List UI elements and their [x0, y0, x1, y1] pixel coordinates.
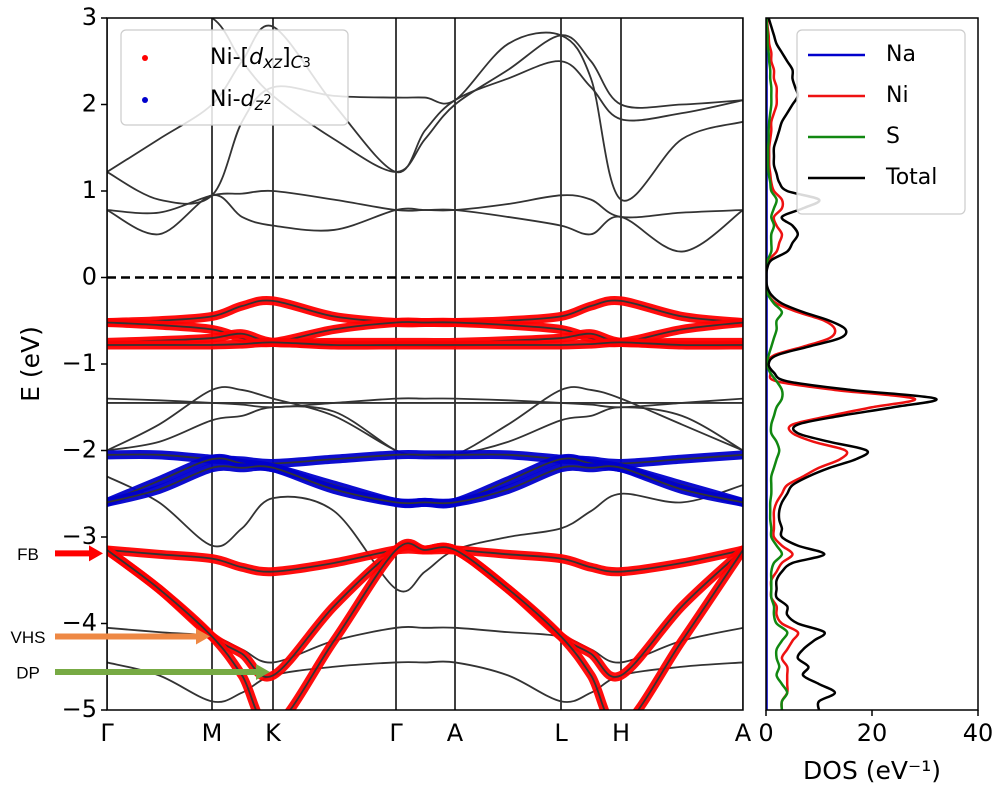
legend-label-part: Ni-[ [210, 45, 249, 70]
legend-label: Ni [886, 83, 909, 108]
band [107, 341, 743, 347]
y-tick-label: −3 [62, 522, 97, 550]
y-tick-label: 0 [82, 263, 97, 291]
annotation-arrowhead [89, 545, 103, 562]
x-tick-label: M [202, 719, 223, 747]
dos-line [766, 18, 938, 710]
annotation-label: VHS [11, 628, 46, 647]
y-tick-label: −1 [62, 349, 97, 377]
y-tick-label: −2 [62, 436, 97, 464]
legend-label-part: d [249, 45, 264, 70]
y-tick-label: −4 [62, 609, 97, 637]
band [107, 465, 743, 505]
band [107, 189, 743, 219]
x-tick-label: A [447, 719, 464, 747]
plot-area [107, 18, 743, 710]
legend-label: Total [885, 165, 937, 190]
legend-label: Ni-dz2 [210, 87, 272, 115]
legend-box [120, 29, 349, 126]
y-tick-label: 3 [82, 3, 97, 31]
band [107, 405, 743, 457]
annotation-label: DP [16, 663, 40, 682]
y-tick-label: −5 [62, 695, 97, 723]
legend-label: S [886, 124, 900, 149]
dos-panel: 0 20 40 DOS (eV⁻¹) Na Ni S Total [758, 17, 994, 785]
legend-label-part: z [253, 95, 264, 115]
x-tick-label: 20 [857, 719, 888, 747]
x-tick-label: L [554, 719, 568, 747]
legend-label-part: C [291, 53, 303, 73]
x-tick-label: Γ [389, 719, 403, 747]
x-tick-label: 40 [963, 719, 994, 747]
band [107, 386, 743, 459]
legend-label-part: xz [262, 53, 283, 73]
legend-label: Na [886, 42, 916, 67]
y-axis-label: E (eV) [16, 326, 45, 402]
legend-box [796, 29, 966, 215]
annotation-arrowhead [196, 628, 210, 645]
axes-frame [765, 17, 979, 711]
band [107, 31, 743, 205]
legend-label-part: Ni- [210, 87, 241, 112]
x-tick-label: 0 [758, 719, 773, 747]
x-tick-label: K [265, 719, 282, 747]
annotation-arrowhead [256, 663, 270, 680]
annotation-label: FB [17, 545, 39, 564]
legend-marker [142, 97, 148, 103]
axes-frame [106, 17, 744, 711]
band [107, 194, 743, 253]
x-tick-label: A [735, 719, 752, 747]
legend-label-part: d [241, 87, 256, 112]
x-tick-label: Γ [100, 719, 114, 747]
y-tick-label: 2 [82, 90, 97, 118]
band [107, 542, 743, 710]
y-tick-label: 1 [82, 176, 97, 204]
legend-label-part: 3 [303, 56, 311, 71]
legend-marker [142, 55, 148, 61]
x-axis-label: DOS (eV⁻¹) [803, 756, 941, 785]
legend-label-part: 2 [263, 93, 271, 108]
legend: Na Ni S Total [796, 29, 966, 215]
x-tick-label: H [612, 719, 630, 747]
legend-label: Ni-[dxz]C3 [210, 45, 311, 73]
band [107, 475, 743, 593]
legend-label-part: ] [282, 45, 291, 70]
dos-line [766, 18, 789, 710]
